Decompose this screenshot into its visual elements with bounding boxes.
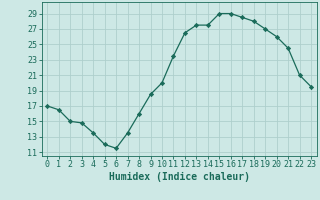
X-axis label: Humidex (Indice chaleur): Humidex (Indice chaleur) [109, 172, 250, 182]
